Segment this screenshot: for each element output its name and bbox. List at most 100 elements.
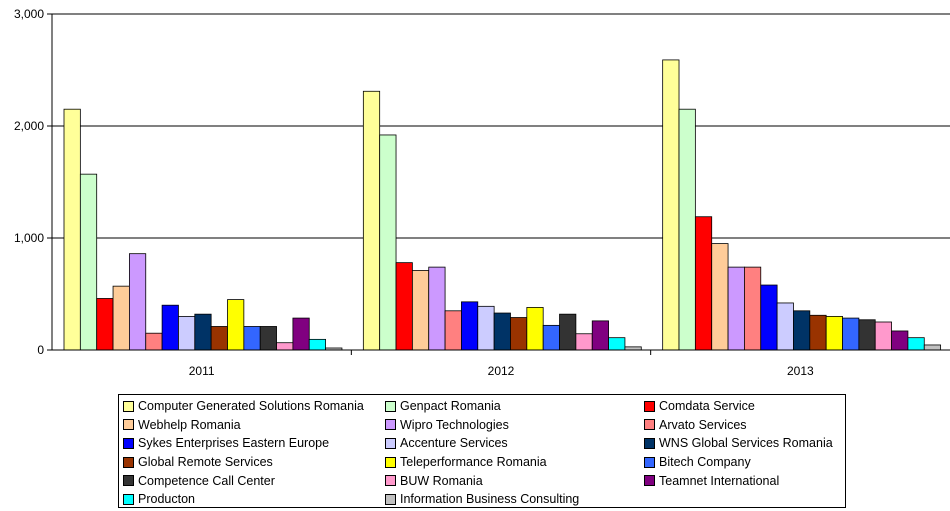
legend-swatch (123, 456, 134, 468)
legend-swatch (123, 419, 134, 431)
bar (395, 262, 413, 351)
bar (542, 324, 560, 351)
legend-swatch (644, 456, 655, 468)
bar (591, 320, 609, 351)
bar (760, 284, 778, 351)
bar (243, 326, 261, 351)
legend-swatch (385, 456, 396, 468)
legend-item: Global Remote Services (123, 453, 385, 472)
bar (575, 333, 593, 351)
legend-swatch (644, 419, 655, 431)
bar (825, 315, 843, 351)
legend-item: Computer Generated Solutions Romania (123, 397, 385, 416)
legend-swatch (385, 400, 396, 412)
legend-label: Sykes Enterprises Eastern Europe (138, 436, 330, 451)
gridlines (52, 13, 950, 239)
legend-label: Teamnet International (659, 473, 780, 488)
bar (842, 317, 860, 351)
legend-label: Webhelp Romania (138, 417, 241, 432)
legend-swatch (123, 400, 134, 412)
chart-legend: Computer Generated Solutions Romania Genp… (118, 394, 846, 508)
bar (776, 302, 794, 351)
bar (809, 314, 827, 351)
legend-item: Sykes Enterprises Eastern Europe (123, 434, 385, 453)
axes (51, 14, 950, 351)
bar (161, 304, 179, 351)
legend-label: BUW Romania (400, 473, 483, 488)
legend-label: Global Remote Services (138, 455, 273, 470)
bar (210, 326, 228, 351)
legend-swatch (385, 475, 396, 487)
bar (744, 266, 762, 351)
legend-item: Arvato Services (644, 416, 844, 435)
bar (874, 321, 892, 351)
legend-item: Comdata Service (644, 397, 844, 416)
legend-item: Competence Call Center (123, 471, 385, 490)
legend-swatch (385, 493, 396, 505)
bar (379, 134, 397, 351)
bar (510, 317, 528, 351)
bar (477, 305, 495, 351)
bar (292, 317, 310, 351)
legend-item: Genpact Romania (385, 397, 644, 416)
legend-item: Accenture Services (385, 434, 644, 453)
legend-item: WNS Global Services Romania (644, 434, 844, 453)
legend-swatch (644, 437, 655, 449)
legend-label: Genpact Romania (400, 399, 501, 414)
bar (493, 312, 511, 351)
legend-label: Computer Generated Solutions Romania (138, 399, 364, 414)
y-tick-label: 2,000 (14, 119, 44, 133)
y-tick-label: 0 (37, 343, 44, 357)
legend-item: BUW Romania (385, 471, 644, 490)
bar (96, 298, 114, 351)
y-tick-label: 1,000 (14, 231, 44, 245)
legend-label: Competence Call Center (138, 473, 275, 488)
bar (526, 307, 544, 351)
bar (858, 319, 876, 351)
legend-item: Bitech Company (644, 453, 844, 472)
legend-swatch (123, 475, 134, 487)
bar (411, 270, 430, 351)
bar (79, 173, 98, 351)
legend-swatch (644, 475, 655, 487)
bar (891, 330, 909, 351)
bar (461, 301, 479, 351)
x-tick-label: 2012 (488, 364, 515, 378)
legend-swatch (385, 419, 396, 431)
legend-label: Wipro Technologies (400, 417, 509, 432)
legend-item: Teleperformance Romania (385, 453, 644, 472)
bar (63, 108, 81, 351)
bar (793, 310, 811, 351)
bar (227, 299, 245, 351)
bar (194, 313, 212, 351)
bar (112, 285, 130, 351)
legend-label: Producton (138, 492, 195, 507)
legend-swatch (123, 493, 134, 505)
legend-label: Accenture Services (400, 436, 508, 451)
bar (259, 326, 277, 351)
bar (907, 337, 925, 351)
legend-swatch (385, 437, 396, 449)
bar (559, 313, 577, 351)
legend-item: Teamnet International (644, 471, 844, 490)
bar (694, 216, 713, 351)
x-axis-ticks: 2011 2012 2013 (189, 350, 814, 378)
bar (711, 243, 729, 351)
bars (63, 59, 942, 351)
bar (145, 332, 163, 351)
legend-label: Teleperformance Romania (400, 455, 547, 470)
bar (276, 342, 294, 351)
bar (678, 108, 696, 351)
bar (178, 315, 196, 351)
bar (308, 338, 327, 351)
legend-swatch (123, 437, 134, 449)
legend-item: Information Business Consulting (385, 490, 644, 509)
x-tick-label: 2013 (787, 364, 814, 378)
bar-chart: 0 1,000 2,000 3,000 2011 2012 2013 (14, 7, 950, 378)
legend-item: Webhelp Romania (123, 416, 385, 435)
legend-swatch (644, 400, 655, 412)
bar (608, 337, 626, 351)
legend-label: WNS Global Services Romania (659, 436, 833, 451)
bar (662, 59, 680, 351)
bar (362, 90, 381, 351)
